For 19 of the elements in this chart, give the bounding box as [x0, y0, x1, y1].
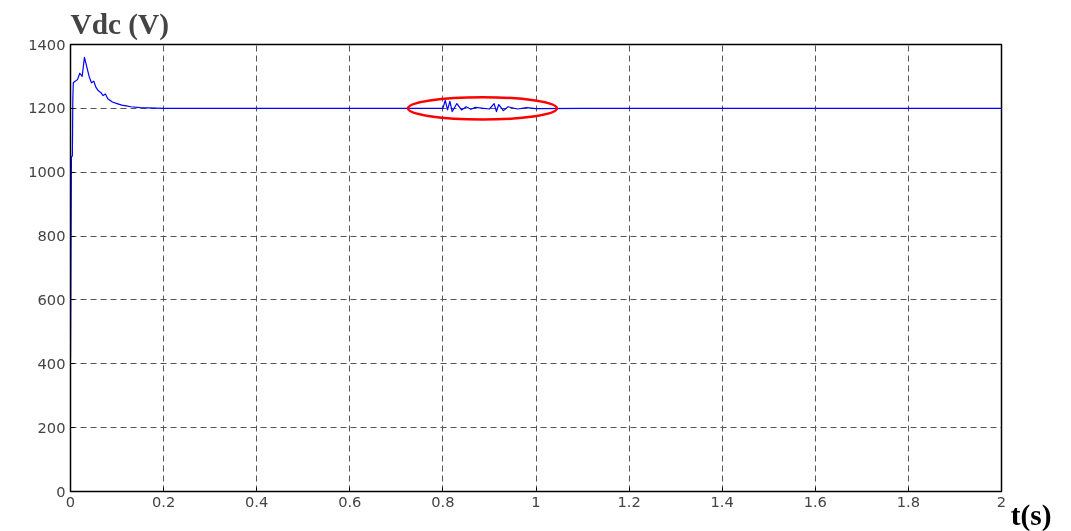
y-tick-label: 1200: [28, 99, 66, 117]
y-tick-label: 1400: [28, 35, 66, 53]
x-tick-label: 0.4: [245, 492, 269, 510]
y-tick-label: 600: [37, 290, 66, 308]
x-axis-title: t(s): [1010, 499, 1052, 531]
y-axis-title: Vdc (V): [70, 7, 170, 41]
y-tick-label: 400: [37, 354, 66, 372]
x-tick-label: 1.6: [803, 492, 827, 510]
y-tick-label: 800: [37, 227, 66, 245]
x-tick-label: 1: [531, 492, 541, 510]
x-tick-label: 0.6: [338, 492, 362, 510]
x-tick-label: 0.8: [431, 492, 455, 510]
x-tick-label: 1.8: [896, 492, 921, 510]
x-tick-label: 1.2: [617, 492, 641, 510]
y-tick-label: 1000: [28, 163, 66, 181]
x-tick-label: 0.2: [151, 492, 176, 510]
y-tick-label: 200: [37, 418, 66, 436]
x-tick-label: 1.4: [710, 492, 734, 510]
x-tick-label: 2: [996, 492, 1007, 510]
